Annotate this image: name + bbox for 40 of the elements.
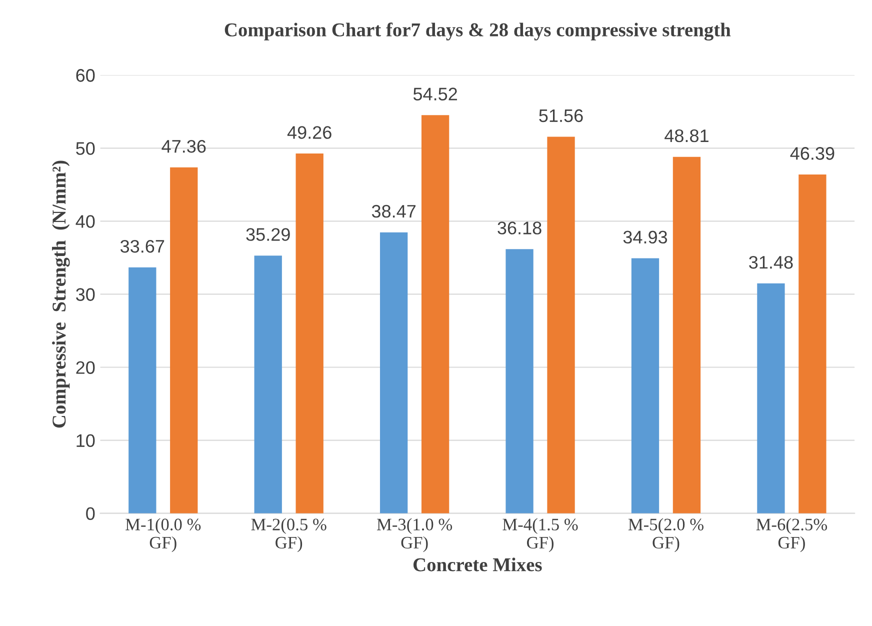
x-tick-label: M-6(2.5% GF) — [756, 518, 828, 552]
bar — [421, 115, 450, 514]
bar — [631, 258, 660, 514]
data-label: 46.39 — [790, 147, 834, 160]
bar — [128, 267, 156, 514]
bar — [296, 154, 324, 514]
data-label: 33.67 — [120, 240, 164, 253]
data-label: 35.29 — [246, 228, 290, 241]
x-tick-label: M-1(0.0 % GF) — [126, 518, 201, 552]
y-tick-label: 40 — [76, 215, 95, 228]
x-tick-label: M-2(0.5 % GF) — [251, 518, 326, 552]
data-label: 51.56 — [539, 109, 583, 122]
data-label: 48.81 — [664, 129, 708, 142]
bar — [380, 232, 408, 514]
data-label: 38.47 — [372, 204, 416, 218]
data-label: 47.36 — [162, 140, 206, 153]
bar — [672, 156, 701, 514]
bar — [547, 136, 575, 514]
bar — [757, 283, 785, 514]
x-tick-label: M-3(1.0 % GF) — [376, 518, 452, 552]
y-tick-label: 60 — [76, 69, 95, 82]
y-axis-title: Compressive Strength (N/mm²) — [52, 160, 70, 428]
y-tick-label: 20 — [76, 361, 95, 374]
y-tick-label: 0 — [86, 507, 95, 520]
y-tick-label: 30 — [76, 288, 95, 301]
bar — [170, 167, 198, 514]
bar — [254, 256, 282, 514]
x-axis-title: Concrete Mixes — [413, 558, 542, 572]
y-tick-label: 50 — [76, 142, 95, 155]
data-label: 34.93 — [623, 230, 668, 244]
bar — [506, 249, 534, 514]
y-tick-label: 10 — [76, 434, 95, 448]
bar — [798, 174, 826, 514]
x-tick-label: M-5(2.0 % GF) — [628, 518, 704, 552]
data-label: 54.52 — [413, 88, 457, 100]
chart-title: Comparison Chart for7 days & 28 days compressive strength — [224, 22, 731, 41]
x-tick-label: M-4(1.5 % GF) — [502, 518, 578, 552]
data-label: 36.18 — [498, 222, 542, 234]
data-label: 31.48 — [749, 256, 793, 269]
data-label: 49.26 — [287, 126, 332, 139]
